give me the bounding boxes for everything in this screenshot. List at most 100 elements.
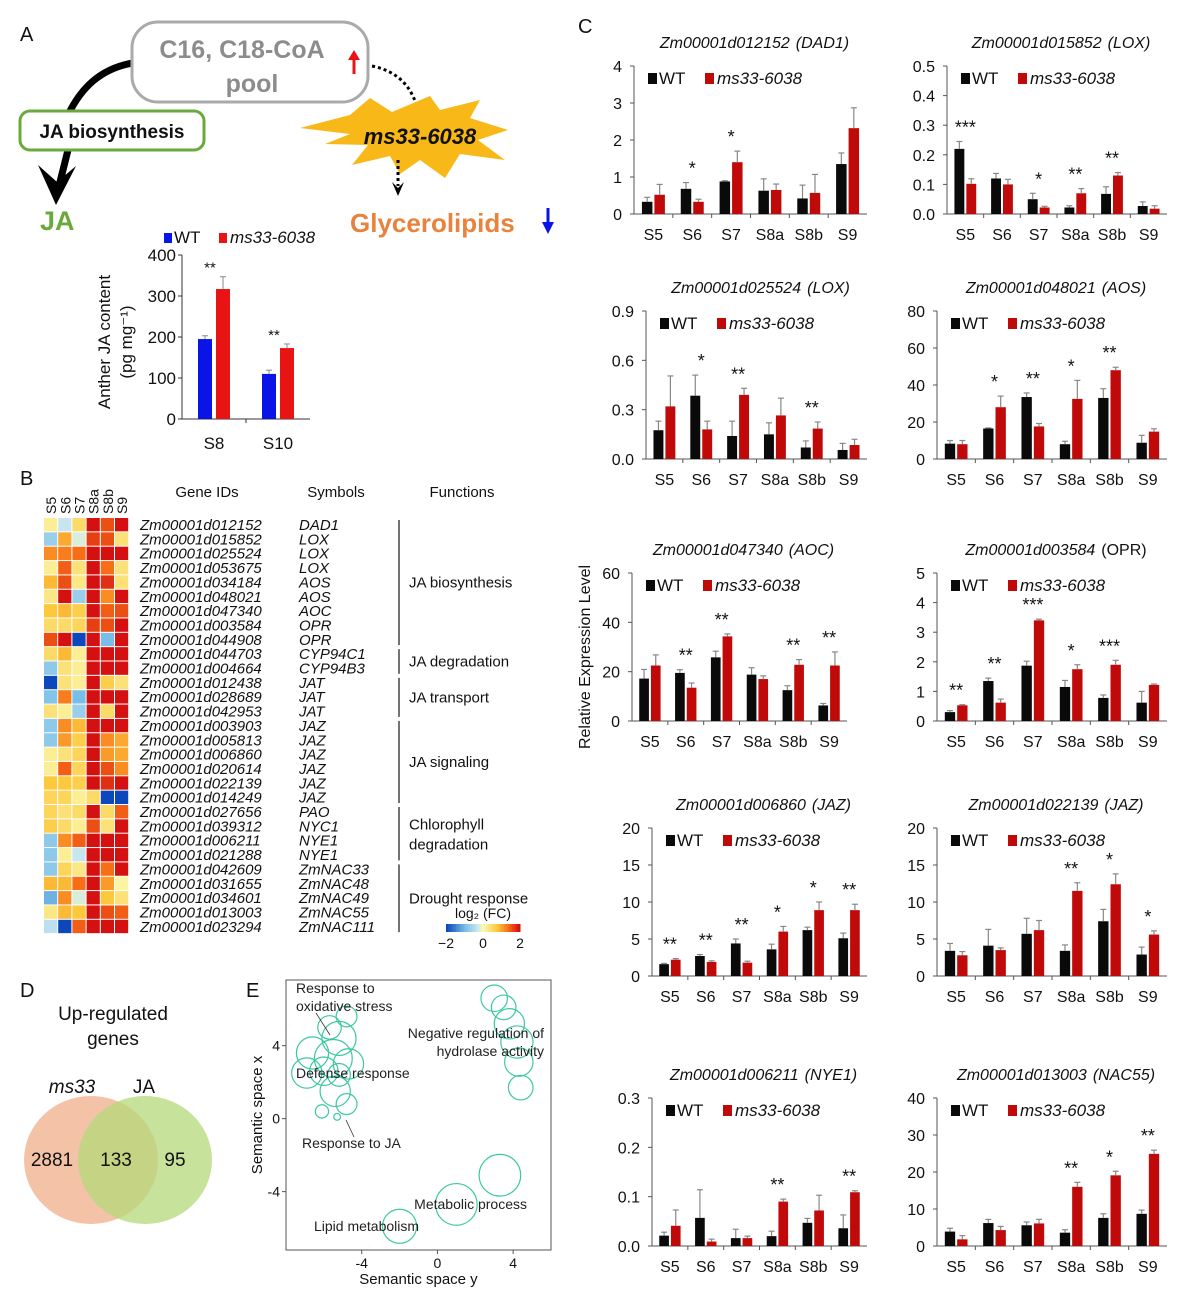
heatmap-cell [58, 704, 72, 718]
heatmap-cell [58, 862, 72, 876]
y-tick-label: 20 [622, 821, 640, 838]
x-tick-label: S5 [946, 472, 966, 489]
heatmap-gene-id: Zm00001d042953 [139, 704, 262, 721]
heatmap-cell [86, 733, 100, 747]
y-axis-label-line2: (pg mg⁻¹) [117, 305, 136, 378]
legend-label-mutant: ms33-6038 [1020, 576, 1106, 595]
significance-marker: ** [842, 880, 856, 900]
bar-mutant [794, 664, 804, 721]
chart-title-symbol: (NYE1) [805, 1067, 857, 1084]
heatmap-cell [58, 891, 72, 905]
go-term-bubble [500, 1025, 534, 1059]
legend-swatch-mutant [1008, 835, 1017, 846]
heatmap-gene-symbol: CYP94B3 [299, 661, 366, 678]
heatmap-cell [72, 561, 86, 575]
significance-marker: * [1144, 907, 1151, 927]
bar-wt [730, 1238, 741, 1246]
heatmap-cell [44, 532, 58, 546]
y-tick-label: 0.1 [913, 177, 935, 194]
chart-title-symbol: (OPR) [1101, 542, 1146, 559]
heatmap-cell [72, 618, 86, 632]
x-tick-label: S9 [819, 734, 839, 751]
legend-swatch-wt [164, 233, 172, 243]
panel-label-e: E [246, 980, 260, 1002]
significance-marker: ** [268, 327, 280, 344]
heatmap-cell [100, 518, 114, 532]
heatmap-gene-symbol: JAZ [298, 732, 327, 749]
colorbar-segment [464, 924, 467, 932]
chart-title: Zm00001d015852 (LOX) [971, 35, 1151, 52]
significance-marker: * [689, 159, 696, 179]
heatmap-cell [58, 661, 72, 675]
colorbar-title: log₂ (FC) [455, 905, 511, 921]
heatmap-cell [44, 819, 58, 833]
heatmap-cell [86, 690, 100, 704]
heatmap-cell [86, 876, 100, 891]
glycerolipids-label: Glycerolipids [350, 208, 515, 238]
venn-count-overlap: 133 [100, 1150, 132, 1171]
legend-label-mutant: ms33-6038 [735, 1101, 821, 1120]
heatmap-cell [58, 905, 72, 919]
heatmap-gene-id: Zm00001d013003 [139, 904, 262, 921]
colorbar-segment [514, 924, 517, 932]
heatmap-cell [58, 675, 72, 690]
legend-label-wt: WT [174, 228, 200, 247]
chart-aos: Zm00001d048021 (AOS) 0 20 40 60 80 S5 S6 * S7 ** S8a… [907, 280, 1167, 489]
significance-marker: * [1106, 850, 1113, 870]
bar-wt [1101, 193, 1111, 214]
significance-marker: ** [1064, 859, 1078, 879]
y-tick-label: 80 [907, 304, 925, 321]
heatmap-gene-id: Zm00001d021288 [139, 847, 262, 864]
chart-title-gene-id: Zm00001d006860 [675, 797, 806, 814]
colorbar-segment [504, 924, 507, 932]
x-tick-label: S9 [1138, 734, 1158, 751]
y-tick-label: 20 [602, 665, 620, 682]
heatmap-cell [58, 919, 72, 934]
heatmap-cell [86, 675, 100, 690]
bar-mutant [995, 950, 1006, 976]
bar-mutant [778, 931, 789, 976]
chart-title-gene-id: Zm00001d006211 [669, 1067, 799, 1084]
go-term-bubble [490, 994, 517, 1021]
legend-swatch-mutant [723, 1105, 732, 1116]
x-tick-label: S7 [1023, 734, 1043, 751]
heatmap-gene-symbol: JAZ [298, 790, 327, 807]
x-tick-label: S5 [655, 472, 675, 489]
bar-mutant [280, 348, 294, 419]
heatmap-cell [86, 661, 100, 675]
heatmap-cell [72, 632, 86, 647]
bar-wt [198, 339, 212, 419]
bar-wt [1059, 950, 1071, 976]
bar-mutant [1003, 184, 1013, 214]
x-tick-label: S5 [640, 734, 660, 751]
bar-mutant [957, 705, 968, 721]
heatmap-cell [100, 876, 114, 891]
x-tick-label: S8b [1095, 734, 1124, 751]
heatmap-cell [44, 618, 58, 632]
heatmap-cell [86, 862, 100, 876]
heatmap-cell [100, 632, 114, 647]
heatmap-cell [86, 632, 100, 647]
bar-mutant [1033, 930, 1045, 976]
heatmap-cell [100, 589, 114, 604]
bar-mutant [778, 1201, 789, 1246]
bar-wt [983, 1223, 994, 1246]
x-tick-label: S5 [946, 989, 966, 1006]
legend-label-wt: WT [962, 831, 988, 850]
colorbar-segment [454, 924, 457, 932]
panel-label-a: A [20, 24, 34, 46]
y-tick-label: 60 [602, 566, 620, 583]
bar-wt [838, 938, 849, 976]
heatmap-gene-id: Zm00001d005813 [139, 732, 262, 749]
heatmap-cell [44, 604, 58, 618]
heatmap-gene-symbol: PAO [299, 804, 330, 821]
chart-title-symbol: (NAC55) [1093, 1067, 1155, 1084]
heatmap-gene-id: Zm00001d022139 [139, 775, 262, 792]
heatmap-cell [44, 905, 58, 919]
go-term-annotation: hydrolase activity [437, 1043, 544, 1059]
bar-wt [1021, 1225, 1032, 1246]
heatmap-cell [115, 805, 129, 819]
heatmap-cell [86, 905, 100, 919]
significance-marker: ** [1026, 369, 1040, 389]
bar-wt [653, 430, 664, 459]
